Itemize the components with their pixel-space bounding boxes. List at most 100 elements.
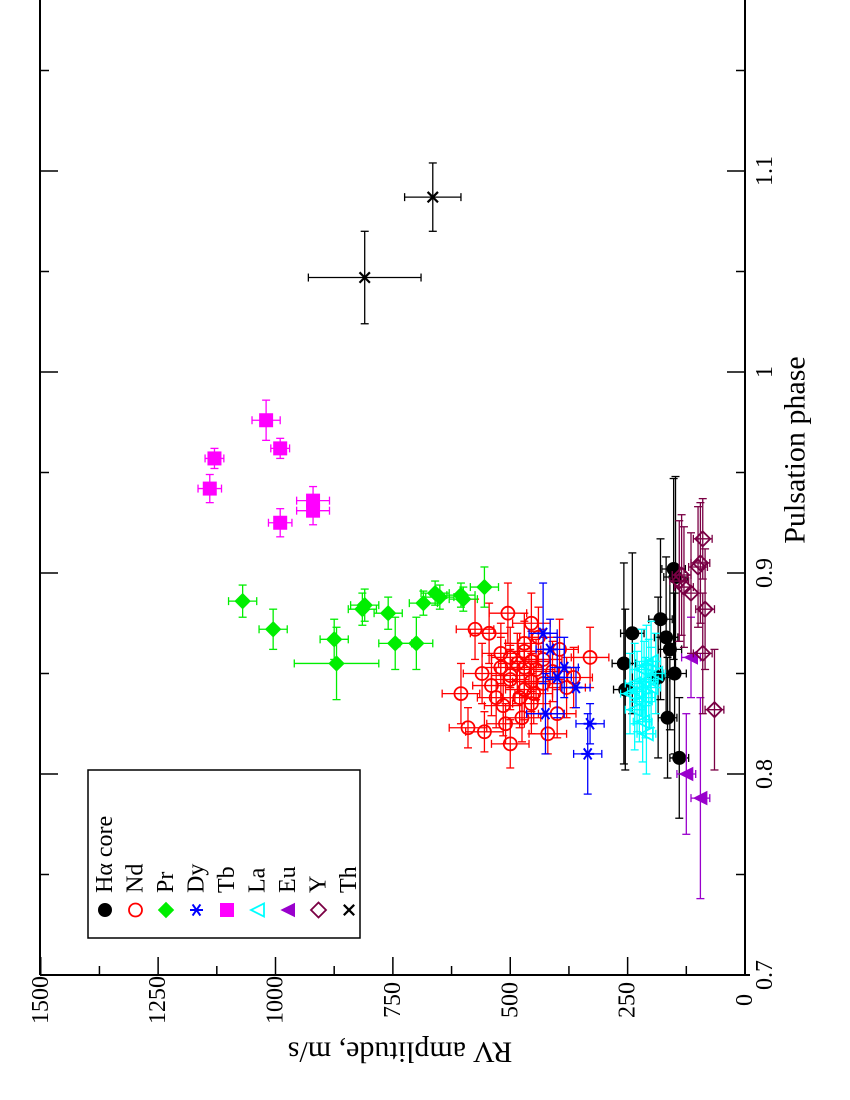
legend-marker: [157, 901, 175, 919]
data-point: [581, 747, 595, 761]
data-point: [691, 554, 710, 572]
series-hcore: [611, 475, 690, 819]
data-point: [636, 689, 653, 706]
data-point: [328, 655, 345, 672]
data-point: [683, 650, 699, 665]
legend-item: Eu: [275, 866, 301, 918]
legend-label: Y: [306, 876, 332, 893]
data-point: [484, 678, 499, 693]
series-th: [307, 162, 462, 325]
data-point: [672, 566, 691, 584]
y-tick-label: 750: [380, 982, 406, 1018]
data-point: [569, 681, 583, 694]
error-bar: [448, 707, 488, 749]
axis-tick-labels: 0.7 0.8 0.9 1 1.1 0 250 500 750 1000 1250 1500: [28, 156, 778, 1024]
x-tick-label: 0.7: [752, 960, 778, 990]
legend-marker: [280, 902, 295, 918]
data-points: [197, 162, 725, 900]
error-bar: [455, 598, 495, 661]
data-point: [557, 661, 571, 674]
legend-label: Tb: [214, 866, 240, 893]
data-point: [543, 643, 557, 656]
data-point: [502, 650, 518, 665]
data-point: [692, 790, 708, 806]
error-bar: [488, 582, 528, 644]
data-point: [616, 656, 631, 671]
data-point: [500, 605, 516, 621]
legend-marker: [248, 902, 265, 918]
data-point: [583, 717, 597, 730]
data-point: [453, 686, 469, 701]
data-point: [408, 635, 425, 652]
legend-marker: [220, 903, 234, 917]
data-point: [273, 441, 288, 456]
y-tick-label: 1250: [145, 976, 171, 1024]
legend-item: Tb: [214, 866, 240, 917]
legend-label: Th: [336, 866, 362, 893]
error-bar: [483, 674, 523, 737]
legend-item: Y: [306, 876, 332, 919]
data-point: [540, 726, 556, 742]
y-tick-label: 500: [497, 982, 523, 1018]
y-tick-label: 1000: [263, 976, 289, 1024]
series-eu: [676, 616, 711, 900]
axis-ticks: [40, 69, 746, 976]
data-point: [207, 451, 222, 466]
data-point: [325, 631, 343, 648]
legend-label: La: [245, 867, 271, 893]
data-point: [637, 725, 654, 742]
legend-marker: [309, 901, 328, 919]
y-tick-label: 0: [732, 994, 758, 1006]
y-tick-label: 1500: [28, 976, 54, 1024]
series-la: [619, 620, 666, 775]
legend-item: Th: [336, 866, 362, 916]
data-point: [460, 720, 476, 736]
data-point: [670, 572, 689, 590]
data-point: [693, 644, 712, 663]
data-point: [415, 594, 432, 612]
y-axis-title: RV amplitude, m/s: [288, 1036, 513, 1069]
legend-marker: [190, 903, 203, 917]
error-bar: [441, 662, 481, 725]
data-point: [477, 724, 492, 740]
data-point: [667, 666, 682, 681]
data-point: [259, 413, 274, 428]
data-point: [582, 650, 598, 665]
data-point: [379, 604, 397, 622]
data-point: [693, 530, 712, 548]
error-bar: [464, 711, 504, 753]
legend-item: La: [245, 867, 271, 918]
data-point: [234, 592, 251, 610]
series-tb: [197, 399, 331, 538]
legend-item: Nd: [123, 864, 149, 918]
legend-marker: [343, 904, 355, 916]
error-bar: [490, 626, 530, 689]
data-point: [642, 653, 659, 670]
legend-label: Dy: [184, 864, 210, 893]
data-point: [426, 584, 444, 602]
data-point: [264, 621, 282, 638]
data-point: [426, 191, 439, 204]
data-point: [682, 584, 700, 602]
x-axis-title: Pulsation phase: [779, 356, 812, 544]
data-point: [662, 642, 677, 657]
data-point: [467, 621, 483, 637]
data-point: [452, 586, 470, 604]
data-point: [514, 710, 530, 726]
x-tick-label: 0.9: [752, 558, 778, 588]
legend-label: Eu: [275, 866, 301, 893]
legend-item: Hα core: [92, 816, 118, 917]
data-point: [538, 707, 552, 720]
data-point: [647, 665, 664, 682]
data-point: [705, 700, 724, 719]
x-tick-label: 0.8: [752, 759, 778, 789]
data-point: [625, 626, 640, 641]
legend-marker: [98, 903, 112, 917]
error-bar: [570, 626, 610, 689]
series-pr: [227, 566, 500, 701]
data-point: [550, 671, 564, 684]
data-point: [481, 625, 497, 641]
data-point: [523, 654, 539, 669]
legend-label: Hα core: [92, 816, 118, 893]
data-point: [653, 612, 668, 627]
